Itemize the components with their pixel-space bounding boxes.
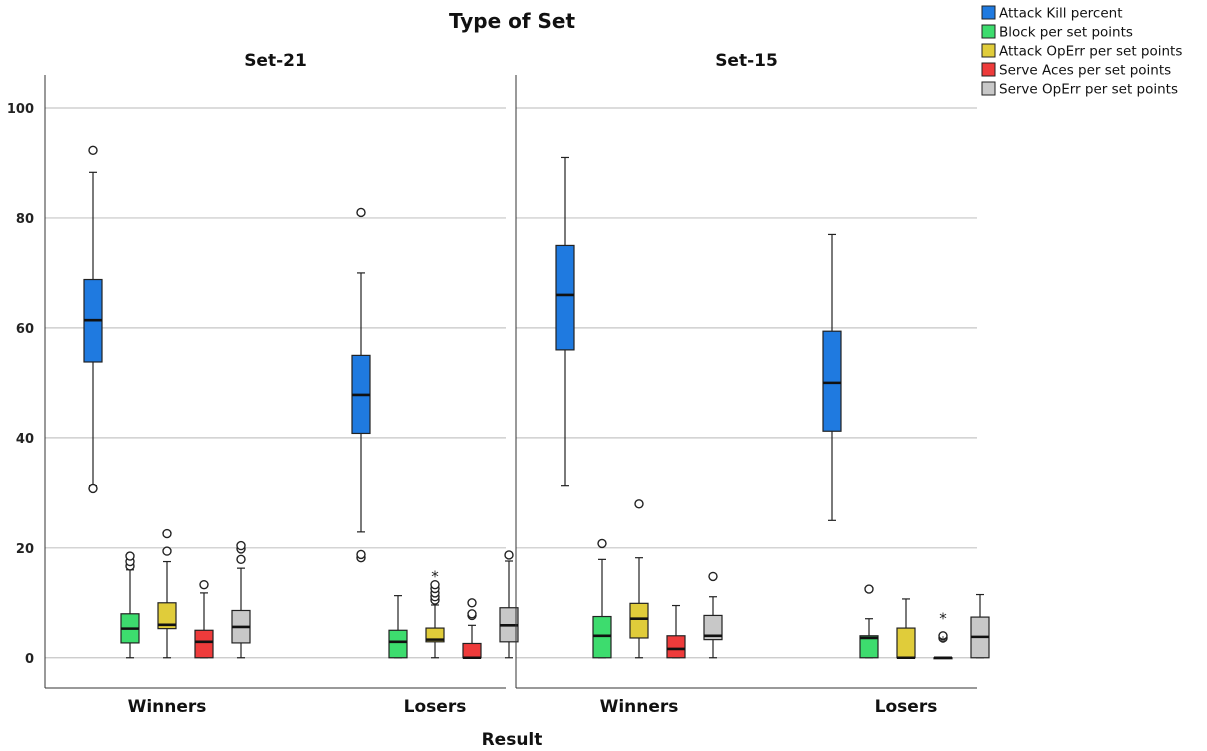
box-serve-aces-per-set-points bbox=[666, 604, 686, 659]
plot-area: Set-21 Winners Losers * Set-15 Winners Losers *… bbox=[7, 51, 990, 717]
category-label: Losers bbox=[404, 697, 467, 717]
outlier-point bbox=[634, 499, 644, 509]
legend-item: Serve OpErr per set points bbox=[981, 81, 1178, 98]
box-iqr bbox=[859, 635, 879, 659]
legend-swatch bbox=[981, 43, 996, 58]
panel-set-21: Set-21 Winners Losers * bbox=[44, 51, 519, 717]
box-attack-kill-percent bbox=[555, 156, 575, 487]
outlier-point bbox=[88, 145, 98, 156]
legend-item: Attack Kill percent bbox=[981, 5, 1123, 22]
box-iqr bbox=[194, 629, 214, 659]
outlier-point bbox=[236, 554, 246, 565]
outlier-point bbox=[467, 598, 477, 608]
legend-label: Serve Aces per set points bbox=[999, 63, 1171, 79]
chart-title: Type of Set bbox=[449, 9, 576, 33]
outlier-point bbox=[430, 579, 440, 590]
extreme-point: * bbox=[939, 610, 947, 628]
outlier-point bbox=[356, 549, 366, 560]
legend-swatch bbox=[981, 5, 996, 20]
y-tick-label: 80 bbox=[16, 212, 34, 227]
box-attack-kill-percent bbox=[83, 145, 103, 494]
box-attack-operr-per-set-points bbox=[157, 528, 177, 659]
box-serve-aces-per-set-points bbox=[194, 579, 214, 659]
legend: Attack Kill percent Block per set points A… bbox=[981, 5, 1182, 98]
box-iqr bbox=[592, 615, 612, 659]
outlier-point bbox=[88, 483, 98, 494]
legend-item: Attack OpErr per set points bbox=[981, 43, 1182, 60]
extreme-point: * bbox=[939, 633, 947, 651]
box-block-per-set-points bbox=[859, 584, 879, 659]
outlier-point bbox=[162, 546, 172, 556]
outlier-point bbox=[199, 579, 209, 590]
legend-item: Block per set points bbox=[981, 24, 1133, 41]
outlier-point bbox=[236, 540, 246, 551]
box-iqr bbox=[157, 602, 177, 630]
box-iqr bbox=[666, 635, 686, 659]
box-serve-operr-per-set-points bbox=[703, 571, 723, 659]
box-iqr bbox=[822, 330, 842, 432]
box-block-per-set-points bbox=[388, 595, 408, 659]
box-block-per-set-points bbox=[592, 538, 612, 659]
y-tick-label: 0 bbox=[25, 652, 34, 667]
box-iqr bbox=[388, 629, 408, 659]
category-label: Losers bbox=[875, 697, 938, 717]
box-iqr bbox=[896, 627, 916, 659]
legend-label: Serve OpErr per set points bbox=[999, 82, 1178, 98]
legend-swatch bbox=[981, 24, 996, 39]
box-serve-aces-per-set-points: ** bbox=[933, 610, 953, 660]
outlier-point bbox=[356, 207, 366, 218]
y-tick-label: 20 bbox=[16, 542, 34, 557]
outlier-point bbox=[125, 551, 135, 561]
box-serve-operr-per-set-points bbox=[970, 593, 990, 659]
outlier-point bbox=[162, 528, 172, 539]
category-label: Winners bbox=[600, 697, 679, 717]
category-label: Winners bbox=[128, 697, 207, 717]
box-iqr bbox=[462, 642, 482, 659]
outlier-point bbox=[708, 571, 718, 582]
box-attack-kill-percent bbox=[351, 207, 371, 563]
box-attack-operr-per-set-points bbox=[629, 499, 649, 659]
extreme-point: * bbox=[431, 567, 439, 585]
box-iqr bbox=[703, 614, 723, 641]
outlier-point bbox=[467, 609, 477, 619]
y-tick-label: 100 bbox=[7, 102, 34, 117]
y-tick-label: 60 bbox=[16, 322, 34, 337]
box-attack-kill-percent bbox=[822, 233, 842, 521]
legend-label: Block per set points bbox=[999, 25, 1133, 41]
panel-title: Set-21 bbox=[244, 51, 307, 71]
legend-item: Serve Aces per set points bbox=[981, 62, 1171, 79]
x-axis-label: Result bbox=[482, 730, 543, 750]
box-iqr bbox=[555, 244, 575, 351]
outlier-point bbox=[597, 538, 607, 549]
box-attack-operr-per-set-points bbox=[896, 598, 916, 660]
legend-label: Attack Kill percent bbox=[999, 6, 1123, 22]
box-serve-aces-per-set-points bbox=[462, 598, 482, 660]
box-serve-operr-per-set-points bbox=[231, 540, 251, 659]
box-serve-operr-per-set-points bbox=[499, 550, 519, 659]
legend-swatch bbox=[981, 62, 996, 77]
box-block-per-set-points bbox=[120, 551, 140, 659]
box-iqr bbox=[629, 602, 649, 639]
outlier-point bbox=[504, 550, 514, 560]
legend-swatch bbox=[981, 81, 996, 96]
outlier-point bbox=[864, 584, 874, 594]
panel-title: Set-15 bbox=[715, 51, 778, 71]
y-tick-label: 40 bbox=[16, 432, 34, 447]
legend-label: Attack OpErr per set points bbox=[999, 44, 1182, 60]
box-attack-operr-per-set-points: * bbox=[425, 567, 445, 659]
outlier-point bbox=[938, 631, 948, 641]
